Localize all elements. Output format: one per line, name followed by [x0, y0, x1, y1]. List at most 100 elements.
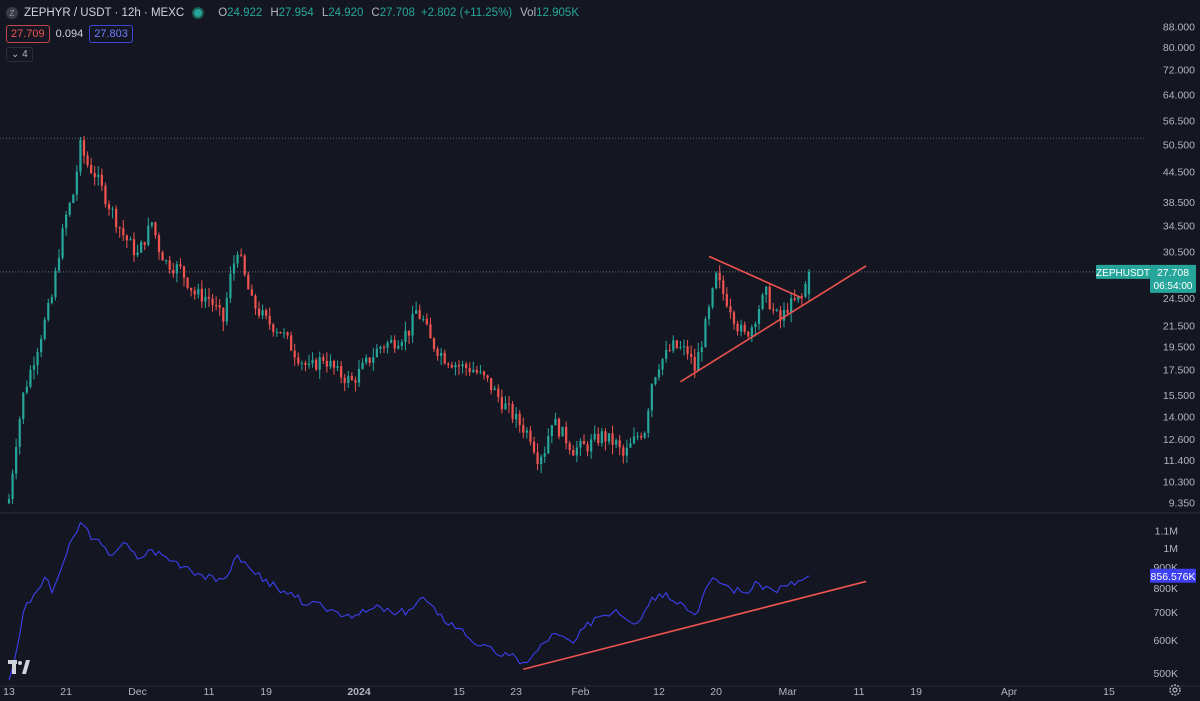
candle-body: [179, 264, 182, 267]
gear-icon[interactable]: [1168, 683, 1182, 697]
buy-price-button[interactable]: 27.803: [89, 25, 133, 43]
volume-axis-tick: 500K: [1153, 668, 1178, 680]
candle-body: [222, 307, 225, 322]
candle-body: [786, 309, 789, 313]
candle-body: [250, 289, 253, 296]
candle-body: [190, 287, 193, 291]
candle-body: [15, 447, 18, 474]
candle-body: [418, 310, 421, 319]
ohlc-volume: Vol12.905K: [520, 7, 579, 19]
candle-body: [507, 403, 511, 405]
symbol-price-label: ZEPHUSDT: [1096, 268, 1150, 279]
candle-body: [397, 345, 400, 349]
candle-body: [579, 441, 582, 448]
candle-body: [625, 447, 628, 456]
candle-body: [422, 318, 425, 320]
candle-body: [807, 271, 811, 295]
candle-body: [122, 228, 125, 236]
candle-body: [768, 286, 771, 309]
volume-trendline: [523, 580, 867, 671]
candle-body: [154, 222, 157, 236]
candle-body: [750, 327, 753, 337]
candle-body: [725, 294, 728, 307]
candle-body: [197, 288, 200, 295]
price-axis-tick: 15.500: [1163, 390, 1195, 402]
candle-body: [572, 450, 575, 456]
price-axis-tick: 34.500: [1163, 220, 1195, 232]
indicators-toggle[interactable]: ⌄ 4: [6, 47, 33, 62]
candle-body: [565, 426, 568, 444]
price-axis-tick: 64.000: [1163, 89, 1195, 101]
price-axis-tick: 14.000: [1163, 412, 1195, 424]
candle-body: [672, 340, 675, 351]
candles: [7, 135, 811, 505]
candle-body: [336, 366, 339, 368]
candle-body: [443, 352, 446, 364]
time-axis-tick: Feb: [571, 686, 589, 698]
candle-body: [290, 335, 293, 351]
quote-row: 27.709 0.094 27.803: [6, 25, 133, 43]
ohlc-low: L24.920: [321, 7, 364, 19]
candle-body: [22, 392, 25, 420]
candle-body: [540, 456, 543, 465]
price-axis-tick: 10.300: [1163, 477, 1195, 489]
candle-body: [361, 362, 364, 369]
candle-body: [657, 369, 661, 378]
candle-body: [211, 298, 214, 305]
candle-body: [243, 255, 246, 275]
candle-body: [611, 433, 614, 445]
candle-body: [436, 348, 439, 356]
candle-body: [293, 350, 296, 358]
candle-body: [68, 202, 71, 215]
candle-body: [429, 324, 432, 339]
tradingview-logo-icon[interactable]: [8, 660, 30, 674]
candle-body: [772, 308, 775, 311]
candle-body: [675, 340, 678, 348]
candle-body: [790, 298, 793, 313]
candle-body: [550, 425, 553, 437]
price-axis-tick: 21.500: [1163, 321, 1195, 333]
price-axis-tick: 50.500: [1163, 140, 1195, 152]
time-axis-tick: Apr: [1001, 686, 1018, 698]
symbol-price-label-bg: [1096, 264, 1150, 279]
candle-body: [261, 310, 264, 316]
candle-body: [575, 447, 578, 456]
ascending-trendline: [680, 265, 867, 383]
candle-body: [97, 174, 100, 178]
candle-body: [415, 310, 418, 314]
candle-body: [715, 272, 718, 289]
candle-body: [100, 174, 103, 186]
candle-body: [804, 283, 807, 297]
candle-body: [343, 377, 346, 384]
price-axis-tick: 30.500: [1163, 246, 1195, 258]
candle-body: [257, 308, 261, 316]
symbol-logo-icon: Z: [6, 7, 18, 19]
candle-body: [393, 339, 396, 349]
candle-body: [582, 441, 586, 445]
time-axis-tick: 2024: [347, 686, 371, 698]
candle-body: [536, 452, 539, 465]
candle-body: [615, 440, 618, 445]
candle-body: [132, 239, 136, 256]
candle-body: [472, 369, 475, 373]
candle-body: [636, 436, 639, 438]
candle-body: [107, 204, 111, 210]
candle-body: [561, 426, 564, 437]
candle-body: [40, 338, 43, 353]
descending-trendline: [708, 255, 803, 299]
candle-body: [479, 371, 482, 373]
ohlc-high: H27.954: [270, 7, 314, 19]
symbol-title[interactable]: ZEPHYR / USDT · 12h · MEXC: [24, 7, 185, 19]
candle-body: [697, 352, 700, 371]
candle-body: [604, 431, 607, 442]
candle-body: [375, 348, 378, 358]
candle-body: [175, 264, 178, 274]
candle-body: [150, 222, 153, 226]
candle-body: [515, 413, 518, 420]
candle-body: [232, 263, 236, 274]
candle-body: [43, 319, 46, 339]
sell-price-button[interactable]: 27.709: [6, 25, 50, 43]
candle-body: [79, 139, 82, 172]
candle-body: [225, 298, 228, 322]
